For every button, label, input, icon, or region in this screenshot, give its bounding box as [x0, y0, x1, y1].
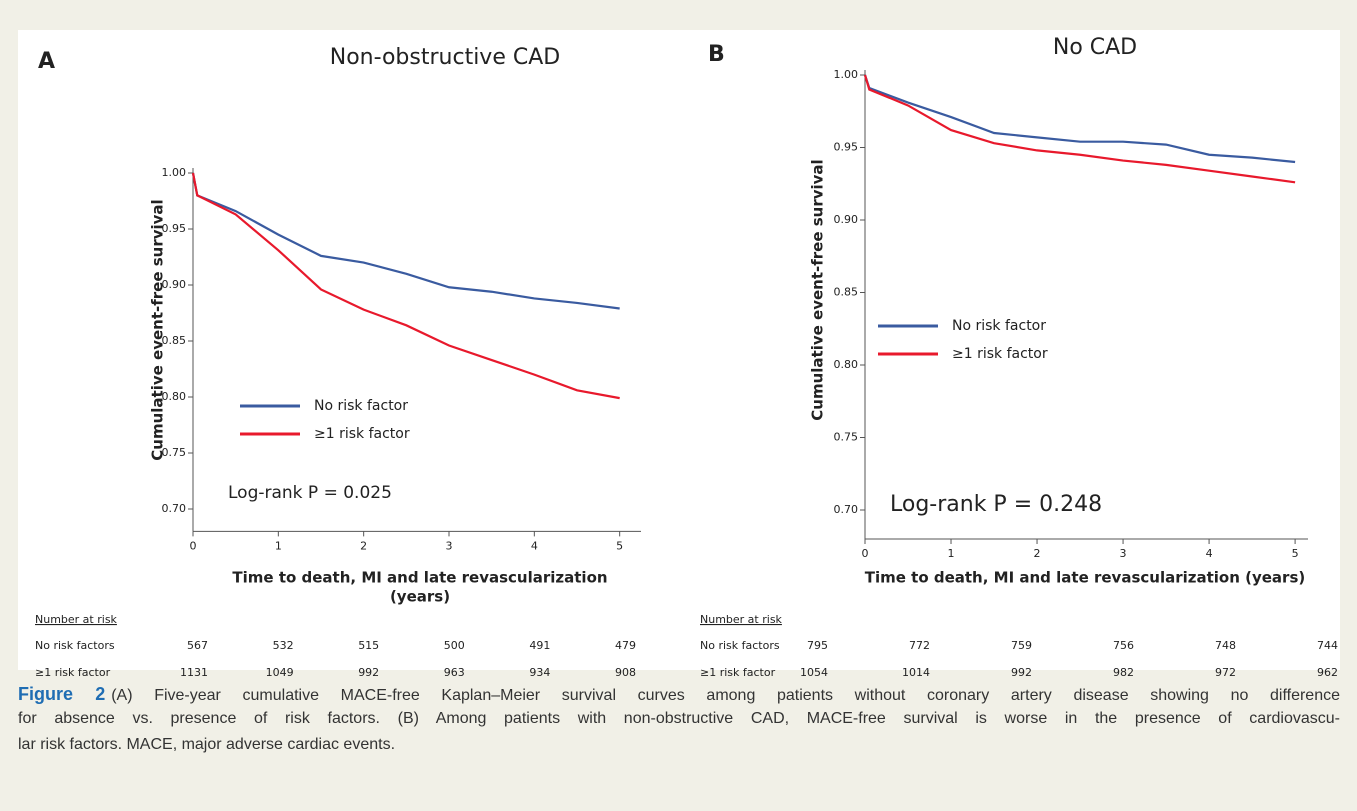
y-tick-label: 0.90	[834, 213, 859, 226]
y-tick-label: 0.95	[834, 141, 859, 154]
risk-count: 515	[358, 639, 379, 652]
figure-panel	[18, 30, 1340, 670]
x-tick-label: 1	[275, 539, 282, 552]
panel-label: A	[38, 49, 55, 74]
y-tick-label: 0.95	[162, 222, 187, 235]
annotation: Log-rank P = 0.025	[228, 483, 392, 503]
risk-count: 479	[615, 639, 636, 652]
survival-curve	[191, 172, 620, 310]
risk-count: 934	[529, 666, 550, 679]
y-tick-label: 1.00	[162, 166, 187, 179]
x-tick-label: 0	[862, 547, 869, 560]
caption-line: Figure 2 (A) Five-year cumulative MACE-fr…	[18, 684, 1340, 705]
risk-count: 992	[1011, 666, 1032, 679]
x-tick-label: 0	[190, 539, 197, 552]
risk-count: 1131	[180, 666, 208, 679]
survival-curve	[863, 74, 1296, 184]
risk-count: 772	[909, 639, 930, 652]
legend-label: No risk factor	[314, 398, 408, 414]
x-tick-label: 2	[1034, 547, 1041, 560]
risk-count: 567	[187, 639, 208, 652]
risk-table-title: Number at risk	[700, 613, 783, 626]
x-tick-label: 3	[446, 539, 453, 552]
risk-count: 756	[1113, 639, 1134, 652]
risk-count: 532	[273, 639, 294, 652]
x-axis-label: Time to death, MI and late revasculariza…	[232, 569, 607, 587]
risk-row-label: ≥1 risk factor	[700, 666, 776, 679]
risk-count: 1054	[800, 666, 828, 679]
y-tick-label: 0.70	[834, 503, 859, 516]
legend-label: ≥1 risk factor	[314, 426, 410, 442]
risk-count: 759	[1011, 639, 1032, 652]
y-tick-label: 0.80	[834, 358, 859, 371]
x-tick-label: 1	[948, 547, 955, 560]
risk-count: 795	[807, 639, 828, 652]
risk-count: 1014	[902, 666, 930, 679]
x-axis-label: Time to death, MI and late revasculariza…	[865, 569, 1305, 587]
risk-count: 972	[1215, 666, 1236, 679]
caption-label: Figure 2	[18, 684, 106, 704]
chart-title: Non-obstructive CAD	[330, 45, 560, 70]
risk-count: 963	[444, 666, 465, 679]
risk-count: 748	[1215, 639, 1236, 652]
risk-count: 500	[444, 639, 465, 652]
legend-label: No risk factor	[952, 318, 1046, 334]
y-tick-label: 0.85	[162, 334, 187, 347]
y-tick-label: 1.00	[834, 68, 859, 81]
risk-count: 744	[1317, 639, 1338, 652]
chart-title: No CAD	[1053, 35, 1137, 60]
risk-row-label: No risk factors	[35, 639, 115, 652]
y-tick-label: 0.85	[834, 286, 859, 299]
y-tick-label: 0.75	[162, 446, 187, 459]
x-tick-label: 4	[531, 539, 538, 552]
y-tick-label: 0.75	[834, 431, 859, 444]
x-tick-label: 4	[1206, 547, 1213, 560]
legend-label: ≥1 risk factor	[952, 346, 1048, 362]
x-tick-label: 5	[1292, 547, 1299, 560]
panel-label: B	[708, 42, 725, 67]
survival-curve	[863, 74, 1296, 164]
survival-curve	[191, 172, 620, 400]
x-axis-label: (years)	[390, 588, 450, 606]
figure: A Non-obstructive CAD Cumulative event-fre…	[18, 30, 1340, 679]
risk-count: 992	[358, 666, 379, 679]
y-tick-label: 0.90	[162, 278, 187, 291]
annotation: Log-rank P = 0.248	[890, 492, 1102, 517]
risk-count: 908	[615, 666, 636, 679]
y-axis-label: Cumulative event-free survival	[809, 159, 827, 420]
x-tick-label: 2	[360, 539, 367, 552]
risk-count: 982	[1113, 666, 1134, 679]
risk-row-label: No risk factors	[700, 639, 780, 652]
risk-count: 491	[529, 639, 550, 652]
risk-count: 1049	[266, 666, 294, 679]
risk-count: 962	[1317, 666, 1338, 679]
caption-line: for absence vs. presence of risk factors…	[18, 710, 1340, 727]
caption-text: (A) Five-year cumulative MACE-free Kapla…	[111, 687, 1340, 704]
y-axis-label: Cumulative event-free survival	[149, 199, 167, 460]
caption-line: lar risk factors. MACE, major adverse ca…	[18, 736, 396, 753]
x-tick-label: 5	[616, 539, 623, 552]
y-tick-label: 0.70	[162, 502, 187, 515]
x-tick-label: 3	[1120, 547, 1127, 560]
risk-row-label: ≥1 risk factor	[35, 666, 111, 679]
y-tick-label: 0.80	[162, 390, 187, 403]
risk-table-title: Number at risk	[35, 613, 118, 626]
